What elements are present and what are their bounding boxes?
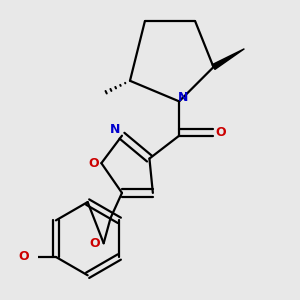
Text: O: O: [90, 237, 101, 250]
Text: N: N: [178, 92, 188, 104]
Text: N: N: [110, 123, 120, 136]
Text: O: O: [18, 250, 28, 263]
Text: O: O: [88, 157, 99, 170]
Text: O: O: [216, 126, 226, 139]
Polygon shape: [212, 49, 244, 69]
